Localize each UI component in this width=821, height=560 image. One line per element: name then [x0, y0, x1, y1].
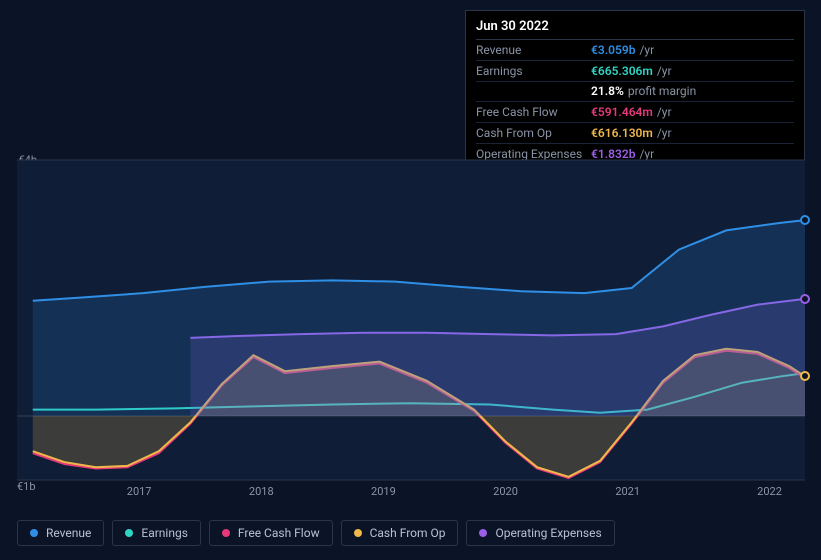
legend-label: Free Cash Flow — [238, 526, 320, 540]
tooltip-metric-label: Revenue — [476, 43, 591, 57]
legend-label: Cash From Op — [370, 526, 446, 540]
tooltip-metric-value: €616.130m — [591, 126, 653, 140]
legend-item[interactable]: Operating Expenses — [466, 520, 614, 546]
legend-item[interactable]: Earnings — [112, 520, 201, 546]
data-tooltip: Jun 30 2022 Revenue€3.059b/yrEarnings€66… — [465, 10, 805, 171]
legend-dot — [222, 529, 230, 537]
tooltip-metric-value: €665.306m — [591, 64, 653, 78]
legend-label: Revenue — [46, 526, 91, 540]
tooltip-metric-label: Free Cash Flow — [476, 105, 591, 119]
tooltip-metric-unit: /yr — [639, 147, 654, 161]
tooltip-row: Earnings€665.306m/yr — [476, 61, 794, 82]
x-axis-label: 2021 — [615, 485, 640, 498]
series-end-marker — [800, 371, 810, 381]
x-axis-label: 2020 — [493, 485, 518, 498]
tooltip-metric-unit: /yr — [657, 105, 672, 119]
legend-dot — [479, 529, 487, 537]
x-axis-label: 2018 — [249, 485, 274, 498]
tooltip-metric-unit: /yr — [657, 64, 672, 78]
x-axis-label: 2022 — [757, 485, 782, 498]
line-chart — [17, 160, 805, 480]
tooltip-metric-label: Earnings — [476, 64, 591, 78]
tooltip-metric-value: €3.059b — [591, 43, 635, 57]
tooltip-row: Cash From Op€616.130m/yr — [476, 123, 794, 144]
tooltip-row: Free Cash Flow€591.464m/yr — [476, 102, 794, 123]
tooltip-metric-unit: /yr — [639, 43, 654, 57]
tooltip-profit-margin: 21.8%profit margin — [476, 82, 794, 102]
tooltip-metric-value: €591.464m — [591, 105, 653, 119]
legend-label: Earnings — [141, 526, 188, 540]
x-axis-label: 2017 — [127, 485, 152, 498]
chart-area[interactable]: €4b€0-€1b 201720182019202020212022 — [17, 160, 805, 480]
tooltip-row: Revenue€3.059b/yr — [476, 40, 794, 61]
tooltip-metric-value: €1.832b — [591, 147, 635, 161]
tooltip-metric-label: Operating Expenses — [476, 147, 591, 161]
legend-item[interactable]: Cash From Op — [341, 520, 459, 546]
legend-item[interactable]: Free Cash Flow — [209, 520, 333, 546]
series-end-marker — [800, 294, 810, 304]
legend-dot — [354, 529, 362, 537]
legend-dot — [125, 529, 133, 537]
x-axis-label: 2019 — [371, 485, 396, 498]
tooltip-metric-unit: /yr — [657, 126, 672, 140]
legend: Revenue Earnings Free Cash Flow Cash From O… — [17, 520, 615, 546]
tooltip-metric-label: Cash From Op — [476, 126, 591, 140]
tooltip-date: Jun 30 2022 — [476, 15, 794, 40]
legend-item[interactable]: Revenue — [17, 520, 104, 546]
legend-dot — [30, 529, 38, 537]
series-end-marker — [800, 215, 810, 225]
legend-label: Operating Expenses — [495, 526, 601, 540]
